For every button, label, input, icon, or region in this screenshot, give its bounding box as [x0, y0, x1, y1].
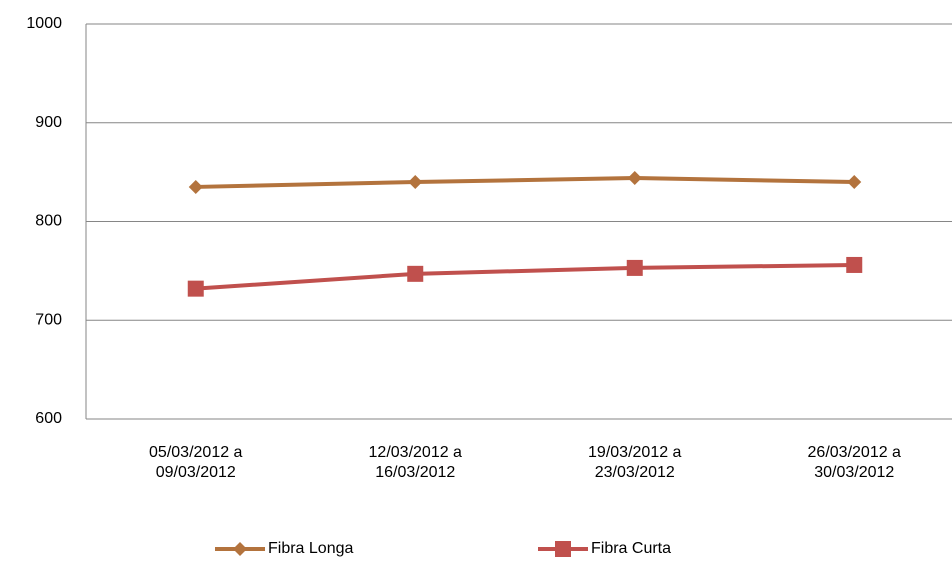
legend-marker [555, 541, 571, 557]
legend-marker [233, 542, 247, 556]
point [846, 256, 863, 273]
legend-label: Fibra Longa [268, 540, 353, 557]
point [626, 259, 643, 276]
y-tick-label: 600 [35, 410, 62, 427]
y-tick-label: 800 [35, 213, 62, 230]
x-tick-label: 26/03/2012 a 30/03/2012 [807, 444, 901, 481]
point [188, 179, 203, 194]
point [407, 265, 424, 282]
point [627, 171, 642, 186]
y-tick-label: 900 [35, 114, 62, 131]
x-tick-label: 05/03/2012 a 09/03/2012 [149, 444, 243, 481]
series-line [195, 176, 855, 189]
legend-label: Fibra Curta [591, 540, 671, 557]
point [187, 280, 204, 297]
y-tick-label: 1000 [26, 15, 62, 32]
x-tick-label: 12/03/2012 a 16/03/2012 [368, 444, 462, 481]
point [847, 175, 862, 189]
y-tick-label: 700 [35, 311, 62, 328]
x-tick-label: 19/03/2012 a 23/03/2012 [588, 444, 682, 481]
series-line [195, 262, 855, 291]
point [408, 175, 423, 189]
